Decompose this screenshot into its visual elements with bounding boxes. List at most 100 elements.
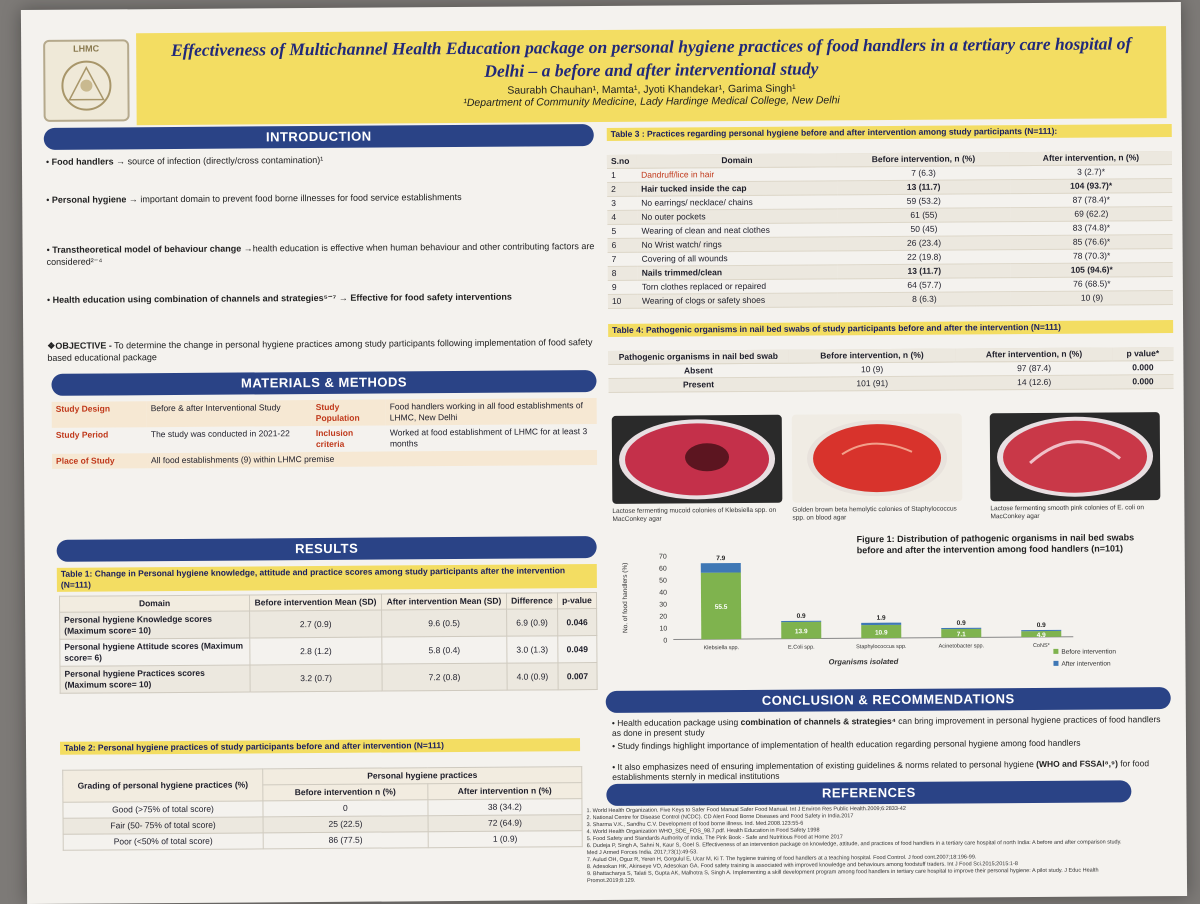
- table1-caption: Table 1: Change in Personal hygiene know…: [57, 564, 597, 592]
- data-label: 1.9: [877, 615, 886, 622]
- table3-cell: Covering of all wounds: [638, 251, 838, 266]
- table1-cell: Personal hygiene Practices scores (Maxim…: [60, 665, 250, 693]
- table2: Grading of personal hygiene practices (%…: [62, 766, 583, 851]
- intro-item-text: source of infection (directly/cross cont…: [125, 155, 323, 166]
- table1-cell: 0.007: [558, 663, 597, 690]
- poster-header: Effectiveness of Multichannel Health Edu…: [136, 26, 1167, 125]
- data-label: 0.9: [797, 613, 806, 620]
- conclusion-bold: combination of channels & strategies⁴: [741, 716, 896, 727]
- petri-dish-icon: [612, 415, 783, 504]
- intro-item: • Transtheoretical model of behaviour ch…: [47, 240, 597, 268]
- table4-cell: 0.000: [1112, 375, 1173, 389]
- data-label: 7.9: [716, 555, 725, 562]
- petri-dish-icon: [792, 414, 963, 503]
- table3-header: S.no: [607, 155, 637, 169]
- table3-cell: 10: [608, 294, 638, 308]
- logo-text: LHMC: [45, 43, 127, 54]
- table3-cell: 83 (74.8)*: [1010, 221, 1172, 236]
- legend-swatch: [1053, 661, 1058, 666]
- data-label: 13.9: [795, 628, 808, 635]
- photo-caption: Golden brown beta hemolytic colonies of …: [792, 505, 962, 522]
- table3-cell: Nails trimmed/clean: [638, 265, 838, 280]
- table2-cell: Poor (<50% of total score): [63, 833, 263, 850]
- agar-plate-photo: [990, 412, 1161, 501]
- table4-cell: 101 (91): [788, 376, 955, 391]
- table3-cell: Wearing of clean and neat clothes: [637, 223, 837, 238]
- conclusion-bold: (WHO and FSSAI⁸,⁹): [1036, 758, 1118, 769]
- table4-cell: Absent: [608, 363, 788, 378]
- table3-cell: 50 (45): [837, 222, 1010, 237]
- methods-key: Place of Study: [52, 453, 147, 469]
- data-label: 7.1: [957, 631, 966, 638]
- table3-header: Domain: [637, 153, 837, 168]
- table3-cell: 4: [607, 210, 637, 224]
- table3-header: Before intervention, n (%): [837, 152, 1010, 167]
- y-tick-label: 30: [659, 602, 667, 609]
- data-label: 55.5: [715, 604, 728, 611]
- poster-title: Effectiveness of Multichannel Health Edu…: [136, 32, 1166, 85]
- y-tick-label: 40: [659, 590, 667, 597]
- table4-cell: 10 (9): [788, 362, 955, 377]
- conclusion-text: It also emphasizes need of ensuring impl…: [618, 759, 1037, 772]
- table2-header: Grading of personal hygiene practices (%…: [63, 769, 263, 802]
- conclusion-text: Health education package using: [617, 717, 740, 728]
- table3-cell: 59 (53.2): [837, 194, 1010, 209]
- table3-cell: 69 (62.2): [1010, 207, 1172, 222]
- table4-cell: 0.000: [1112, 361, 1173, 375]
- table1-cell: Personal hygiene Knowledge scores (Maxim…: [60, 611, 250, 639]
- y-tick-label: 0: [663, 638, 667, 645]
- table3-cell: 8: [608, 266, 638, 280]
- table1-header: After intervention Mean (SD): [381, 593, 506, 610]
- bar-after-intervention: [861, 623, 901, 626]
- intro-item-text: important domain to prevent food borne i…: [138, 192, 462, 204]
- table4-header: p value*: [1112, 347, 1173, 361]
- table2-caption: Table 2: Personal hygiene practices of s…: [60, 738, 580, 755]
- legend-label: After intervention: [1061, 660, 1111, 667]
- table1-cell: 2.7 (0.9): [250, 610, 382, 638]
- table3-cell: 5: [607, 224, 637, 238]
- x-axis-label: Organisms isolated: [829, 657, 899, 666]
- intro-item-bold: Transtheoretical model of behaviour chan…: [52, 243, 253, 254]
- legend-swatch: [1053, 649, 1058, 654]
- methods-value: All food establishments (9) within LHMC …: [147, 450, 597, 468]
- table4-header: After intervention, n (%): [956, 347, 1113, 362]
- table3-cell: 78 (70.3)*: [1011, 249, 1173, 264]
- x-tick-label: Staphylococcus spp.: [856, 644, 907, 650]
- table3-cell: 3: [607, 196, 637, 210]
- bar-after-intervention: [701, 563, 741, 573]
- legend-label: Before intervention: [1061, 648, 1116, 655]
- table3-cell: 13 (11.7): [838, 264, 1011, 279]
- table3-cell: 10 (9): [1011, 291, 1173, 306]
- table2-header: Before intervention n (%): [263, 784, 428, 801]
- table1-cell: 6.9 (0.9): [506, 609, 557, 636]
- table3-cell: No Wrist watch/ rings: [638, 237, 838, 252]
- table2-cell: Good (>75% of total score): [63, 801, 263, 818]
- intro-item: • Health education using combination of …: [47, 290, 597, 306]
- methods-key: Inclusion criteria: [312, 426, 386, 453]
- introduction-heading: INTRODUCTION: [44, 124, 594, 150]
- table3: S.no Domain Before intervention, n (%) A…: [607, 151, 1173, 309]
- table3-cell: 7 (6.3): [837, 166, 1010, 181]
- table3-cell: 61 (55): [837, 208, 1010, 223]
- table4-cell: Present: [608, 377, 788, 392]
- table1-header: Before intervention Mean (SD): [249, 594, 381, 611]
- table3-cell: Torn clothes replaced or repaired: [638, 279, 838, 294]
- table-row: Poor (<50% of total score) 86 (77.5) 1 (…: [63, 831, 582, 851]
- table3-cell: 26 (23.4): [837, 236, 1010, 251]
- table3-cell: 22 (19.8): [838, 250, 1011, 265]
- table3-cell: Dandruff/lice in hair: [637, 167, 837, 182]
- table1-cell: 5.8 (0.4): [382, 636, 507, 664]
- college-logo: LHMC: [43, 39, 130, 122]
- table3-cell: No earrings/ necklace/ chains: [637, 195, 837, 210]
- table3-cell: 8 (6.3): [838, 292, 1011, 307]
- table3-cell: Wearing of clogs or safety shoes: [638, 293, 838, 308]
- table3-cell: 64 (57.7): [838, 278, 1011, 293]
- poster: LHMC Effectiveness of Multichannel Healt…: [21, 2, 1187, 904]
- table3-cell: 87 (78.4)*: [1010, 193, 1172, 208]
- agar-plate-photo: [612, 415, 783, 504]
- table1-header: Domain: [59, 595, 249, 612]
- intro-item: • Food handlers → source of infection (d…: [46, 152, 596, 168]
- table3-cell: No outer pockets: [637, 209, 837, 224]
- y-tick-label: 50: [659, 578, 667, 585]
